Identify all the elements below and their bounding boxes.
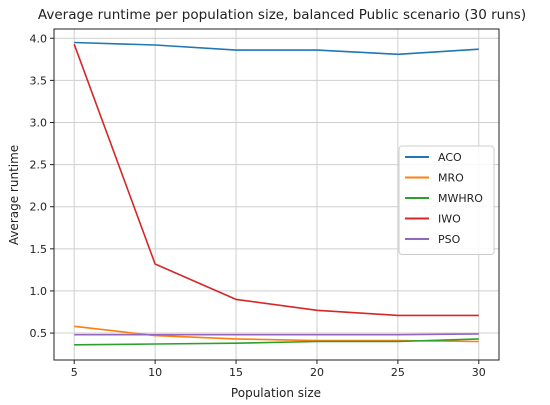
series-line-pso <box>74 333 479 336</box>
x-tick-label: 10 <box>148 366 162 379</box>
legend-label-mro: MRO <box>438 172 464 185</box>
x-tick-label: 5 <box>71 366 78 379</box>
x-tick-label: 30 <box>472 366 486 379</box>
legend-box <box>398 145 495 255</box>
x-tick-label: 15 <box>229 366 243 379</box>
legend-label-aco: ACO <box>438 151 462 164</box>
legend-label-iwo: IWO <box>438 213 461 226</box>
y-tick-label: 2.5 <box>30 159 48 172</box>
series-line-mwhro <box>74 338 479 346</box>
y-tick-label: 3.5 <box>30 74 48 87</box>
x-axis-label: Population size <box>231 386 321 400</box>
series-line-aco <box>74 41 479 56</box>
axis-ticks: 5 10 15 20 25 30 0.5 1.0 1.5 2.0 2.5 3.0 3.5 4.0 <box>30 32 486 379</box>
legend: ACO MRO MWHRO IWO PSO <box>398 145 495 255</box>
y-axis-label: Average runtime <box>7 145 21 245</box>
y-tick-label: 2.0 <box>30 201 48 214</box>
x-tick-label: 25 <box>391 366 405 379</box>
x-tick-label: 20 <box>310 366 324 379</box>
plot-frame <box>53 28 500 361</box>
legend-label-pso: PSO <box>438 233 461 246</box>
series-line-iwo <box>73 43 479 317</box>
y-tick-label: 4.0 <box>30 32 48 45</box>
y-tick-label: 3.0 <box>30 116 48 129</box>
y-tick-label: 1.5 <box>30 243 48 256</box>
y-tick-label: 0.5 <box>30 327 48 340</box>
chart-title: Average runtime per population size, bal… <box>38 7 526 23</box>
series-lines <box>73 41 479 346</box>
legend-label-mwhro: MWHRO <box>438 192 483 205</box>
y-tick-label: 1.0 <box>30 285 48 298</box>
